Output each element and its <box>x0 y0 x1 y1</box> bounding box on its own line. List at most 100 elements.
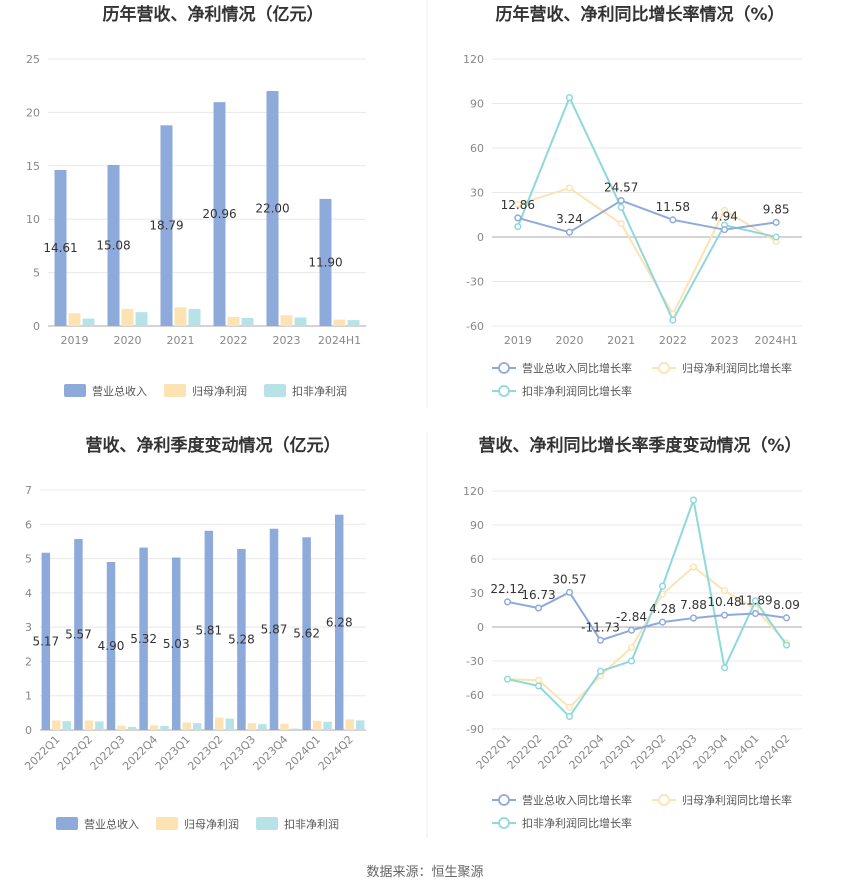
bar-1 <box>319 198 332 326</box>
bar-data-label: 5.81 <box>195 623 222 637</box>
series-point-1 <box>782 614 791 622</box>
legend-marker-3 <box>498 817 510 829</box>
series-line-1 <box>507 591 787 642</box>
legend-swatch-3 <box>256 817 278 830</box>
bar-1 <box>160 125 173 326</box>
series-point-2 <box>617 220 625 228</box>
line-data-label: 10.48 <box>707 595 741 609</box>
bar-1 <box>74 539 83 730</box>
bar-1 <box>171 557 181 730</box>
series-point-3 <box>503 675 512 683</box>
series-point-1 <box>565 588 574 596</box>
series-point-1 <box>720 611 729 619</box>
bar-2 <box>312 720 322 730</box>
bar-2 <box>121 308 134 326</box>
y-tick-label: 0 <box>25 724 32 737</box>
legend-swatch-2 <box>156 817 178 830</box>
x-tick-label: 2023 <box>711 334 739 347</box>
bar-3 <box>347 320 360 326</box>
legend-label-2: 归母净利润同比增长率 <box>682 793 792 807</box>
legend-swatch-3 <box>264 384 286 397</box>
bar-data-label: 14.61 <box>43 241 77 255</box>
series-point-3 <box>534 682 543 690</box>
line-data-label: 16.73 <box>521 588 555 602</box>
line-data-label: 3.24 <box>556 212 583 226</box>
x-tick-label: 2022 <box>659 334 687 347</box>
legend-marker-2 <box>658 794 670 806</box>
series-point-2 <box>720 206 729 214</box>
chart-1: 历年营收、净利情况（亿元） 0 5 10 15 20 25 2019 2020 2021 2022 2… <box>26 4 366 398</box>
legend-swatch-1 <box>64 384 86 397</box>
series-point-2 <box>720 587 729 595</box>
legend-label-1: 营业总收入同比增长率 <box>522 361 632 375</box>
y-tick-label: -30 <box>466 276 484 289</box>
bar-3 <box>258 724 267 730</box>
bar-data-label: 4.90 <box>98 639 125 653</box>
series-point-1 <box>720 226 729 234</box>
y-tick-label: 3 <box>25 621 32 634</box>
bar-data-label: 5.87 <box>261 622 288 636</box>
bar-3 <box>355 720 365 730</box>
line-data-label: -11.73 <box>581 620 620 634</box>
bar-1 <box>106 562 116 730</box>
series-point-3 <box>669 316 677 324</box>
line-data-label: 8.09 <box>773 598 800 612</box>
y-tick-label: 2 <box>25 655 32 668</box>
bar-data-label: 5.57 <box>65 628 92 642</box>
bar-2 <box>174 307 187 326</box>
chart-title: 历年营收、净利同比增长率情况（%） <box>495 4 784 25</box>
y-tick-label: -60 <box>466 689 484 702</box>
series-point-1 <box>503 598 512 606</box>
bar-data-label: 5.03 <box>163 637 190 651</box>
bar-1 <box>54 169 67 326</box>
bar-data-label: 22.00 <box>255 202 289 216</box>
series-point-3 <box>514 223 522 231</box>
line-data-label: 12.86 <box>501 198 535 212</box>
series-point-1 <box>751 609 760 618</box>
bar-1 <box>41 552 51 730</box>
series-point-1 <box>689 614 698 622</box>
chart-title: 营收、净利季度变动情况（亿元） <box>86 435 341 456</box>
series-point-2 <box>565 703 574 712</box>
legend-label-3: 扣非净利润同比增长率 <box>522 384 632 398</box>
bar-3 <box>188 308 201 326</box>
y-tick-label: 30 <box>470 587 484 600</box>
series-point-2 <box>689 563 698 571</box>
y-tick-label: -90 <box>466 723 484 736</box>
bar-1 <box>334 514 344 730</box>
series-point-1 <box>565 228 574 236</box>
line-data-label: -2.84 <box>616 610 647 624</box>
bar-3 <box>62 721 72 730</box>
x-tick-label: 2024H1 <box>318 334 361 347</box>
bar-data-label: 18.79 <box>149 219 183 233</box>
bar-2 <box>149 725 159 730</box>
legend-label-2: 归母净利润 <box>184 817 239 831</box>
series-point-3 <box>751 597 760 605</box>
bar-1 <box>266 91 279 326</box>
bar-2 <box>333 319 346 326</box>
bar-data-label: 15.08 <box>96 238 130 252</box>
y-tick-label: 60 <box>470 553 484 566</box>
series-point-2 <box>627 643 636 651</box>
y-tick-label: -30 <box>466 655 484 668</box>
x-tick-label: 2023Q3 <box>218 733 258 773</box>
y-tick-label: -60 <box>466 320 484 333</box>
series-point-1 <box>669 216 677 224</box>
line-data-label: 11.58 <box>656 200 690 214</box>
x-tick-label: 2019 <box>504 334 532 347</box>
series-line-3 <box>516 95 777 323</box>
bar-data-label: 20.96 <box>202 207 236 221</box>
x-tick-label: 2022Q4 <box>120 733 160 773</box>
bar-1 <box>237 548 246 730</box>
bar-data-label: 11.90 <box>308 255 342 269</box>
series-point-2 <box>514 200 522 208</box>
source-note: 数据来源：恒生聚源 <box>366 865 483 880</box>
series-point-1 <box>658 618 667 626</box>
y-tick-label: 15 <box>26 160 40 173</box>
chart-2: 历年营收、净利同比增长率情况（%） -60 -30 0 30 60 90 120 2019 202… <box>463 4 802 398</box>
chart-4: 营收、净利同比增长率季度变动情况（%） -90 -60 -30 0 30 60 90 120 20… <box>463 435 802 830</box>
bar-3 <box>294 317 307 326</box>
line-data-label: 7.88 <box>680 598 707 612</box>
bar-2 <box>117 725 126 730</box>
legend-marker-2 <box>658 362 670 374</box>
